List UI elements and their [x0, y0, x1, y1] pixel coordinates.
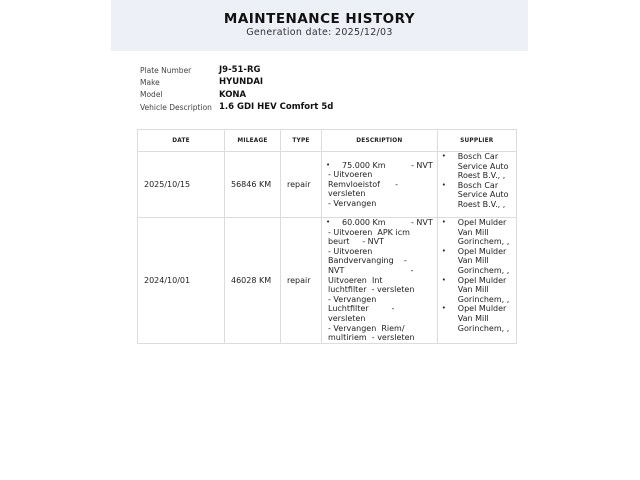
report-header: MAINTENANCE HISTORY Generation date: 202… — [111, 0, 528, 51]
cell-mileage: 56846 KM — [224, 151, 281, 218]
description-line: - Uitvoeren — [328, 170, 373, 180]
column-header-date: DATE — [137, 129, 225, 152]
description-line: NVT - — [328, 265, 414, 275]
description-line: Uitvoeren Int — [328, 275, 383, 285]
description-line: Remvloeistof - — [328, 179, 399, 189]
description-line: Luchtfilter - — [328, 304, 395, 314]
maintenance-table: DATE MILEAGE TYPE DESCRIPTION SUPPLIER 2025/… — [137, 129, 517, 344]
description-line: 60.000 Km - NVT — [342, 218, 433, 227]
info-label: Model — [140, 90, 163, 100]
supplier-line: Van Mill — [457, 256, 489, 266]
info-value: KONA — [219, 89, 247, 100]
supplier-line: Opel Mulder — [457, 246, 507, 256]
column-header-type: TYPE — [280, 129, 322, 152]
supplier-line: Service Auto — [457, 161, 509, 171]
supplier-line: Bosch Car — [457, 152, 499, 161]
supplier-line: Roest B.V., , — [457, 171, 506, 181]
info-value: J9-51-RG — [219, 65, 261, 76]
description-line: - Vervangen — [328, 198, 377, 208]
description-line: beurt - NVT — [328, 237, 384, 247]
supplier-line: Opel Mulder — [457, 218, 507, 227]
table-header-row: DATE MILEAGE TYPE DESCRIPTION SUPPLIER — [137, 129, 517, 152]
supplier-line: Roest B.V., , — [457, 199, 506, 209]
description-line: - Vervangen Riem/ — [328, 323, 405, 333]
description-line: - Uitvoeren APK icm — [328, 227, 410, 237]
list-item: 60.000 Km - NVT- Uitvoeren APK icmbeurt … — [326, 218, 433, 343]
generation-date: Generation date: 2025/12/03 — [246, 27, 393, 38]
description-line: - Uitvoeren — [328, 246, 373, 256]
info-label: Plate Number — [140, 65, 192, 75]
column-header-mileage: MILEAGE — [224, 129, 281, 152]
vehicle-info: Plate Number J9-51-RG Make HYUNDAI Model KONA… — [140, 64, 333, 113]
supplier-line: Van Mill — [457, 285, 489, 295]
supplier-line: Gorinchem, , — [457, 323, 510, 333]
info-value: HYUNDAI — [219, 77, 264, 88]
info-row: Plate Number J9-51-RG — [140, 64, 333, 76]
info-label: Make — [140, 77, 160, 87]
description-line: Bandvervanging - — [328, 256, 407, 266]
supplier-line: Gorinchem, , — [457, 237, 510, 247]
description-line: versleten — [328, 189, 366, 199]
info-value: 1.6 GDI HEV Comfort 5d — [219, 102, 334, 113]
description-line: 75.000 Km - NVT — [342, 160, 433, 170]
description-line: - Vervangen — [328, 294, 377, 304]
description-line: versleten — [328, 313, 366, 323]
cell-date: 2025/10/15 — [137, 151, 225, 218]
supplier-line: Gorinchem, , — [457, 265, 510, 275]
supplier-line: Opel Mulder — [457, 304, 507, 314]
supplier-line: Service Auto — [457, 190, 509, 200]
description-line: luchtfilter - versleten — [328, 285, 415, 295]
supplier-line: Van Mill — [457, 313, 489, 323]
cell-mileage: 46028 KM — [224, 217, 281, 344]
description-list: 60.000 Km - NVT- Uitvoeren APK icmbeurt … — [326, 218, 433, 343]
info-row: Model KONA — [140, 89, 333, 101]
column-header-description: DESCRIPTION — [321, 129, 438, 152]
supplier-line: Opel Mulder — [457, 275, 507, 285]
supplier-line: Bosch Car — [457, 180, 499, 190]
supplier-line: Gorinchem, , — [457, 294, 510, 304]
page-title: MAINTENANCE HISTORY — [223, 11, 416, 27]
info-row: Vehicle Description 1.6 GDI HEV Comfort 5… — [140, 101, 333, 113]
cell-type: repair — [280, 217, 322, 344]
info-label: Vehicle Description — [140, 102, 212, 112]
cell-description: 60.000 Km - NVT- Uitvoeren APK icmbeurt … — [321, 217, 438, 344]
supplier-line: Van Mill — [457, 227, 489, 237]
cell-date: 2024/10/01 — [137, 217, 225, 344]
column-header-supplier: SUPPLIER — [436, 129, 517, 152]
description-line: multiriem - versleten — [328, 333, 415, 343]
cell-type: repair — [280, 151, 322, 218]
info-row: Make HYUNDAI — [140, 76, 333, 88]
